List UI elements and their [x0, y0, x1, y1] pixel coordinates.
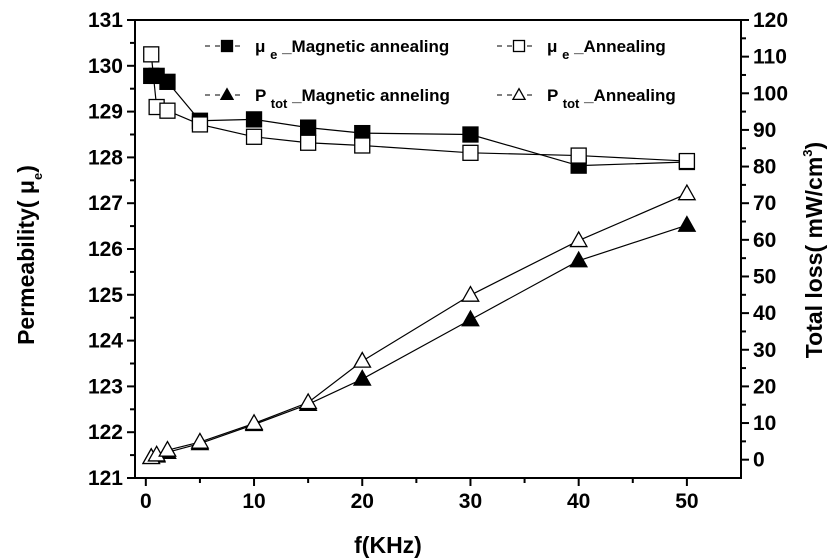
data-point	[245, 128, 263, 145]
y-axis-label-left: Permeability( μe)	[13, 165, 45, 345]
y-right-tick-label: 0	[753, 449, 765, 472]
plot-frame	[134, 19, 742, 479]
y-right-tick-label: 110	[753, 46, 787, 69]
data-point	[677, 183, 697, 201]
x-tick-label: 40	[567, 490, 590, 513]
x-tick-label: 0	[140, 490, 152, 513]
data-point	[159, 73, 176, 90]
y-left-tick-label: 131	[88, 9, 123, 32]
x-tick-label: 10	[242, 490, 265, 513]
y-left-tick-label: 124	[88, 330, 123, 353]
axis-ticks: 0 10 20 30 40 50 121 122 123 124 125 126 127 128 129 13…	[88, 9, 788, 513]
y-left-tick-label: 130	[88, 55, 123, 78]
y-axis-label-right: Total loss( mW/cm3)	[800, 142, 827, 358]
legend-marker	[220, 39, 234, 53]
data-point	[677, 215, 697, 232]
y-left-tick-label: 125	[88, 284, 123, 307]
legend-marker	[512, 39, 526, 53]
data-point	[462, 126, 479, 143]
data-point	[569, 250, 589, 268]
x-axis-label: f(KHz)	[354, 532, 422, 558]
y-right-tick-label: 20	[753, 375, 776, 398]
data-point	[352, 351, 372, 368]
data-point	[158, 440, 177, 457]
data-point	[569, 230, 589, 248]
data-point	[462, 144, 479, 161]
data-point	[354, 137, 371, 154]
series-lines	[150, 54, 688, 459]
data-point	[461, 309, 480, 327]
series-line-1	[150, 54, 687, 162]
y-right-tick-label: 60	[753, 229, 776, 252]
data-point	[191, 116, 209, 133]
data-point	[143, 46, 160, 63]
legend-marker	[511, 87, 527, 101]
y-left-tick-label: 123	[88, 375, 123, 398]
data-point	[570, 147, 587, 164]
y-right-tick-label: 40	[753, 302, 776, 325]
data-point	[299, 119, 317, 136]
data-point	[244, 413, 264, 431]
data-point	[159, 102, 176, 119]
y-left-tick-label: 122	[88, 421, 123, 444]
x-tick-label: 30	[459, 490, 482, 513]
data-point	[298, 392, 318, 410]
y-right-tick-label: 50	[753, 265, 776, 288]
y-right-tick-label: 30	[753, 339, 776, 362]
data-point	[678, 152, 696, 170]
y-right-tick-label: 120	[753, 9, 788, 32]
legend-label: P tot _Magnetic anneling	[255, 86, 450, 111]
data-point	[352, 369, 372, 386]
data-point	[299, 134, 317, 151]
legend-label: μ e _Annealing	[547, 37, 666, 62]
legend: μ e _Magnetic annealing μ e _Annealing P t…	[205, 37, 676, 111]
legend-marker	[219, 87, 235, 101]
y-left-tick-label: 126	[88, 238, 123, 261]
series-line-2	[151, 224, 688, 459]
series-markers	[141, 46, 697, 465]
y-right-tick-label: 80	[753, 156, 776, 179]
data-point	[245, 111, 263, 128]
y-right-tick-label: 10	[753, 412, 776, 435]
x-tick-label: 50	[675, 490, 698, 513]
y-left-tick-label: 127	[88, 192, 123, 215]
series-line-3	[150, 193, 688, 459]
y-right-tick-label: 90	[753, 119, 776, 142]
y-left-tick-label: 129	[88, 101, 123, 124]
y-left-tick-label: 121	[88, 467, 123, 490]
y-right-tick-label: 100	[753, 82, 788, 105]
y-right-tick-label: 70	[753, 192, 776, 215]
x-tick-label: 20	[351, 490, 374, 513]
legend-label: P tot _Annealing	[547, 86, 676, 111]
data-point	[190, 432, 210, 449]
legend-label: μ e _Magnetic annealing	[255, 37, 449, 62]
data-point	[461, 285, 480, 302]
y-left-tick-label: 128	[88, 146, 123, 169]
